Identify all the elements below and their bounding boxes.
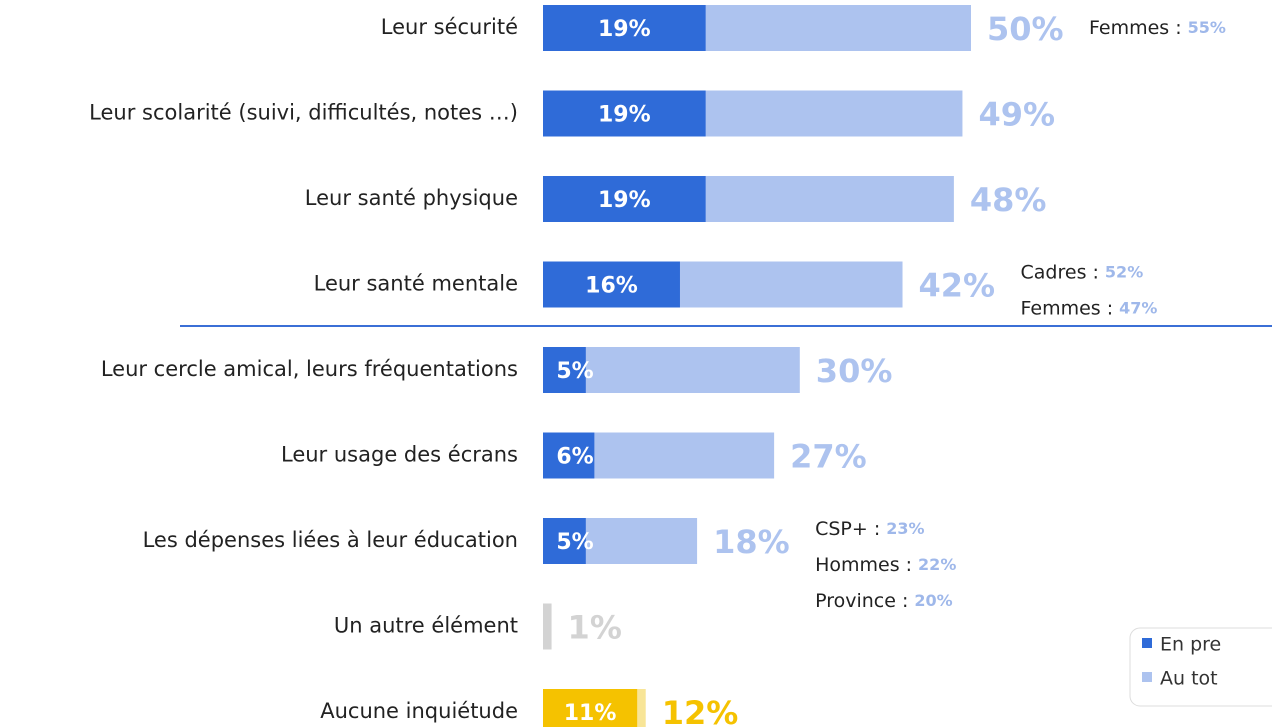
value-label-total: 18% [713,523,790,561]
value-label-total: 48% [970,181,1047,219]
annotation-value: 22% [918,555,956,574]
value-label-total: 1% [568,609,622,647]
value-label-total: 50% [987,10,1064,48]
annotation-value: 47% [1119,298,1157,317]
value-label-first: 5% [556,359,593,384]
annotation: CSP+ : 23% [815,518,924,540]
value-label-first: 11% [564,701,617,726]
bar-first [543,5,706,51]
value-label-total: 27% [790,438,867,476]
annotation-value: 52% [1105,262,1143,281]
legend-swatch [1142,638,1152,648]
annotation: Province : 20% [815,590,953,612]
annotation-text: Femmes : [1089,17,1182,39]
legend-swatch [1142,672,1152,682]
category-label: Aucune inquiétude [320,699,518,723]
value-label-total: 12% [662,694,739,727]
category-label: Leur usage des écrans [281,443,518,467]
bar-first [543,518,586,564]
category-label: Leur sécurité [381,15,518,39]
annotation-text: Hommes : [815,554,912,576]
value-label-total: 49% [978,96,1055,134]
value-label-first: 19% [598,188,651,213]
legend-label: Au tot [1160,668,1218,690]
annotation-text: CSP+ : [815,518,880,540]
bar-first [543,347,586,393]
category-label: Un autre élément [334,614,518,638]
annotation-text: Cadres : [1021,261,1099,283]
annotation: Femmes : 55% [1089,17,1226,39]
value-label-first: 19% [598,17,651,42]
value-label-first: 16% [585,274,638,299]
annotation-value: 23% [886,519,924,538]
bar-total [543,603,552,650]
annotation-value: 20% [914,591,952,610]
value-label-first: 5% [556,530,593,555]
legend-label: En pre [1160,634,1221,656]
category-label: Leur cercle amical, leurs fréquentations [101,357,518,381]
annotation-value: 55% [1188,18,1226,37]
annotation-text: Femmes : [1021,297,1114,319]
value-label-first: 6% [556,445,593,470]
category-label: Leur santé physique [305,186,518,210]
bar-first [543,261,680,308]
annotation: Femmes : 47% [1021,297,1158,319]
value-label-total: 42% [919,267,996,305]
category-label: Leur santé mentale [314,272,518,296]
bar-first [543,432,595,479]
bar-first [543,176,706,222]
value-label-first: 19% [598,103,651,128]
bar-first [543,689,638,727]
bar-first [543,90,706,137]
category-label: Les dépenses liées à leur éducation [143,528,518,552]
annotation-text: Province : [815,590,908,612]
annotation: Cadres : 52% [1021,261,1144,283]
value-label-total: 30% [816,352,893,390]
annotation: Hommes : 22% [815,554,956,576]
legend-box [1129,627,1272,707]
category-label: Leur scolarité (suivi, difficultés, note… [89,101,518,125]
